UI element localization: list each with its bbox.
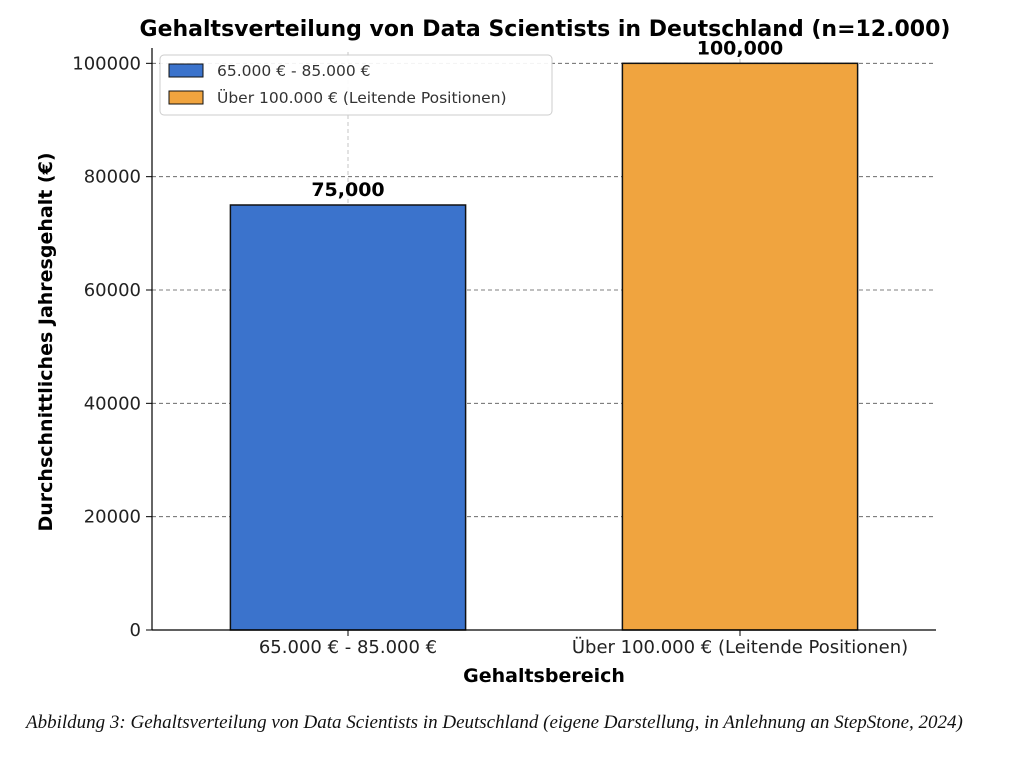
- legend-entry-range-65-85k: 65.000 € - 85.000 €: [217, 62, 371, 80]
- y-tick-label: 100000: [72, 53, 141, 74]
- y-axis-label: Durchschnittliches Jahresgehalt (€): [35, 153, 57, 532]
- chart-figure: Gehaltsverteilung von Data Scientists in…: [35, 17, 951, 687]
- value-label: 100,000: [697, 37, 784, 59]
- bar-over-100k: [621, 62, 859, 631]
- legend-entry-over-100k: Über 100.000 € (Leitende Positionen): [217, 88, 507, 107]
- legend-frame: [159, 54, 553, 116]
- legend: 65.000 € - 85.000 € Über 100.000 € (Leit…: [159, 54, 553, 116]
- bars: [229, 62, 859, 631]
- tick-labels: 0 20000 40000 60000 80000 100000 65.000 € - 85…: [72, 53, 908, 658]
- x-tick-label: Über 100.000 € (Leitende Positionen): [572, 636, 908, 658]
- y-tick-label: 80000: [84, 167, 141, 188]
- y-tick-label: 0: [130, 620, 141, 641]
- axes: [146, 48, 936, 636]
- data-labels: 75,000 100,000: [311, 37, 783, 201]
- figure-caption: Abbildung 3: Gehaltsverteilung von Data …: [26, 712, 963, 733]
- y-tick-label: 60000: [84, 280, 141, 301]
- legend-swatch-over-100k: [168, 90, 204, 105]
- value-label: 75,000: [311, 179, 384, 201]
- y-tick-label: 20000: [84, 507, 141, 528]
- x-tick-label: 65.000 € - 85.000 €: [259, 637, 437, 658]
- y-tick-label: 40000: [84, 393, 141, 414]
- chart-title: Gehaltsverteilung von Data Scientists in…: [140, 17, 951, 42]
- x-axis-label: Gehaltsbereich: [463, 665, 625, 687]
- bar-range-65-85k: [229, 204, 467, 631]
- legend-swatch-range-65-85k: [168, 63, 204, 78]
